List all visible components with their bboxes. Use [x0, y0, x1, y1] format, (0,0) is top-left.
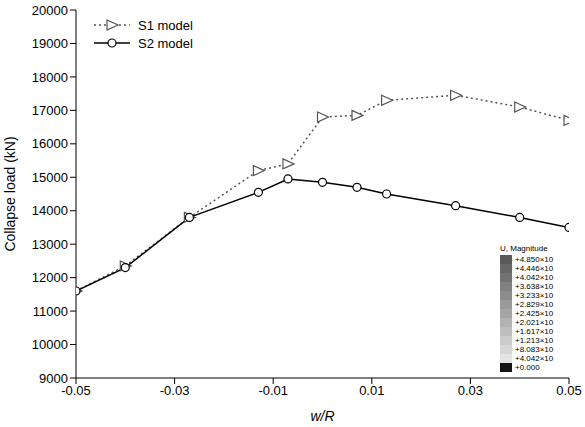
html-text:+0.000: +0.000 [515, 363, 540, 372]
svg-text:w/R: w/R [310, 408, 334, 424]
html-text:+2.829×10: +2.829×10 [515, 300, 554, 309]
html-text:S2 model: S2 model [138, 35, 193, 51]
svg-text:0.01: 0.01 [359, 383, 384, 398]
svg-text:11000: 11000 [33, 304, 68, 319]
html-text:+3.638×10: +3.638×10 [515, 282, 554, 291]
svg-text:18000: 18000 [32, 70, 68, 85]
html-text:+4.850×10: +4.850×10 [515, 255, 554, 264]
html-text:+4.042×10: +4.042×10 [515, 273, 554, 282]
svg-text:15000: 15000 [32, 170, 68, 185]
svg-text:9000: 9000 [39, 371, 68, 386]
svg-text:19000: 19000 [32, 36, 68, 51]
html-text:+2.425×10: +2.425×10 [515, 309, 554, 318]
svg-text:13000: 13000 [32, 237, 68, 252]
svg-text:12000: 12000 [32, 270, 68, 285]
svg-text:20000: 20000 [32, 3, 68, 18]
svg-text:0.05: 0.05 [556, 383, 581, 398]
html-text:+2.021×10: +2.021×10 [515, 318, 554, 327]
svg-text:-0.03: -0.03 [160, 383, 190, 398]
html-text:S1 model: S1 model [138, 17, 193, 33]
html-text:+1.617×10: +1.617×10 [515, 327, 554, 336]
html-text:+4.446×10: +4.446×10 [515, 264, 554, 273]
svg-text:16000: 16000 [32, 136, 68, 151]
svg-text:14000: 14000 [32, 203, 68, 218]
html-text:+1.213×10: +1.213×10 [515, 336, 554, 345]
svg-text:Collapse load (kN): Collapse load (kN) [2, 136, 18, 251]
html-text:+3.233×10: +3.233×10 [515, 291, 554, 300]
html-text:+8.083×10: +8.083×10 [515, 345, 554, 354]
svg-text:17000: 17000 [32, 103, 68, 118]
html-text:+4.042×10: +4.042×10 [515, 354, 554, 363]
svg-text:-0.01: -0.01 [258, 383, 288, 398]
svg-text:-0.05: -0.05 [61, 383, 91, 399]
html-text:U, Magnitude: U, Magnitude [500, 244, 548, 253]
svg-text:0.03: 0.03 [458, 383, 483, 398]
svg-text:10000: 10000 [32, 337, 68, 352]
